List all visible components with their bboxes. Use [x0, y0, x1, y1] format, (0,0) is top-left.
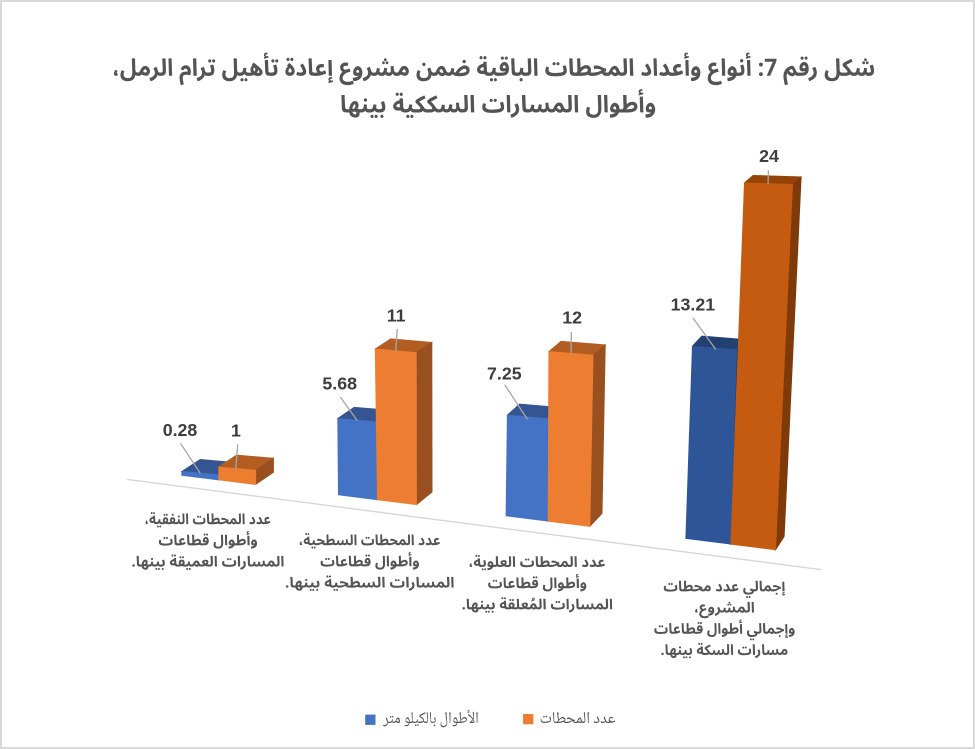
- svg-text:5.68: 5.68: [322, 374, 357, 394]
- svg-text:12: 12: [562, 308, 582, 328]
- svg-text:11: 11: [387, 306, 406, 326]
- svg-text:7.25: 7.25: [487, 363, 522, 383]
- svg-text:0.28: 0.28: [163, 420, 198, 440]
- svg-text:24: 24: [759, 146, 779, 166]
- svg-text:1: 1: [231, 420, 241, 440]
- svg-text:13.21: 13.21: [671, 294, 716, 314]
